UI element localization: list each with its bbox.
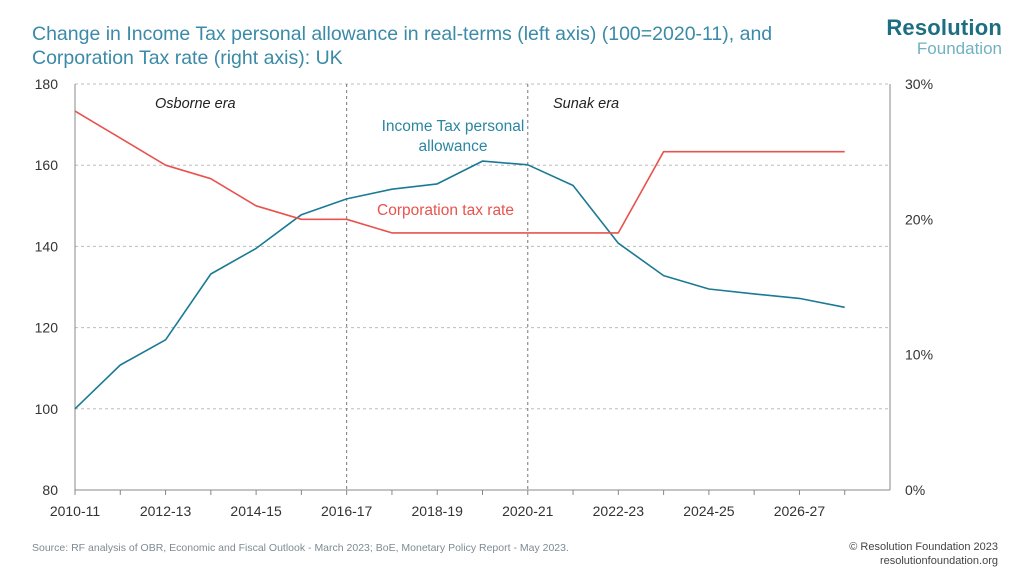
series-corporation-tax-line (74, 110, 845, 234)
chart-title-line-1: Change in Income Tax personal allowance … (32, 23, 773, 45)
y-right-tick-label-10pct: 10% (905, 347, 933, 363)
y-left-tick-label-140: 140 (35, 238, 59, 254)
x-tick-label-2018-19: 2018-19 (412, 503, 464, 519)
annotation-sunak-era: Sunak era (553, 96, 619, 112)
chart-annotations: Osborne era Sunak era Income Tax persona… (155, 96, 619, 219)
logo-line-2: Foundation (916, 39, 1002, 58)
tick-labels: 80 100 120 140 160 180 0% 10% 20% 30% 2010-11 2012-… (35, 76, 933, 519)
y-right-tick-label-20pct: 20% (905, 211, 933, 227)
x-tick-label-2014-15: 2014-15 (230, 503, 282, 519)
annotation-income-tax-line-2: allowance (419, 138, 488, 155)
chart-grid (75, 83, 890, 410)
series-income-tax-line (74, 160, 845, 410)
annotation-corporation-tax: Corporation tax rate (377, 202, 514, 219)
logo-line-1: Resolution (886, 15, 1002, 40)
x-tick-label-2024-25: 2024-25 (683, 503, 735, 519)
annotation-income-tax-line-1: Income Tax personal (382, 118, 525, 135)
y-left-tick-label-80: 80 (42, 482, 58, 498)
y-left-tick-label-180: 180 (35, 76, 59, 92)
annotation-osborne-era: Osborne era (155, 96, 236, 112)
x-tick-label-2026-27: 2026-27 (774, 503, 826, 519)
source-note: Source: RF analysis of OBR, Economic and… (32, 542, 569, 554)
y-right-tick-label-30pct: 30% (905, 76, 933, 92)
y-left-tick-label-100: 100 (35, 401, 59, 417)
x-tick-label-2010-11: 2010-11 (50, 503, 101, 519)
x-tick-label-2012-13: 2012-13 (140, 503, 192, 519)
chart-title: Change in Income Tax personal allowance … (32, 22, 852, 70)
x-tick-label-2020-21: 2020-21 (502, 503, 554, 519)
y-left-tick-label-160: 160 (35, 157, 59, 173)
copyright-line-2: resolutionfoundation.org (879, 555, 998, 567)
chart-title-line-2: Corporation Tax rate (right axis): UK (32, 47, 343, 69)
x-tick-label-2022-23: 2022-23 (593, 503, 645, 519)
resolution-foundation-logo: Resolution Foundation (886, 16, 1002, 58)
y-right-tick-label-0pct: 0% (905, 482, 925, 498)
x-tick-label-2016-17: 2016-17 (321, 503, 373, 519)
chart-axes (74, 84, 891, 495)
copyright: © Resolution Foundation 2023 resolutionf… (849, 540, 998, 568)
era-divider-lines (346, 84, 529, 490)
copyright-line-1: © Resolution Foundation 2023 (849, 541, 998, 553)
chart-series (74, 110, 845, 410)
y-left-tick-label-120: 120 (35, 320, 59, 336)
